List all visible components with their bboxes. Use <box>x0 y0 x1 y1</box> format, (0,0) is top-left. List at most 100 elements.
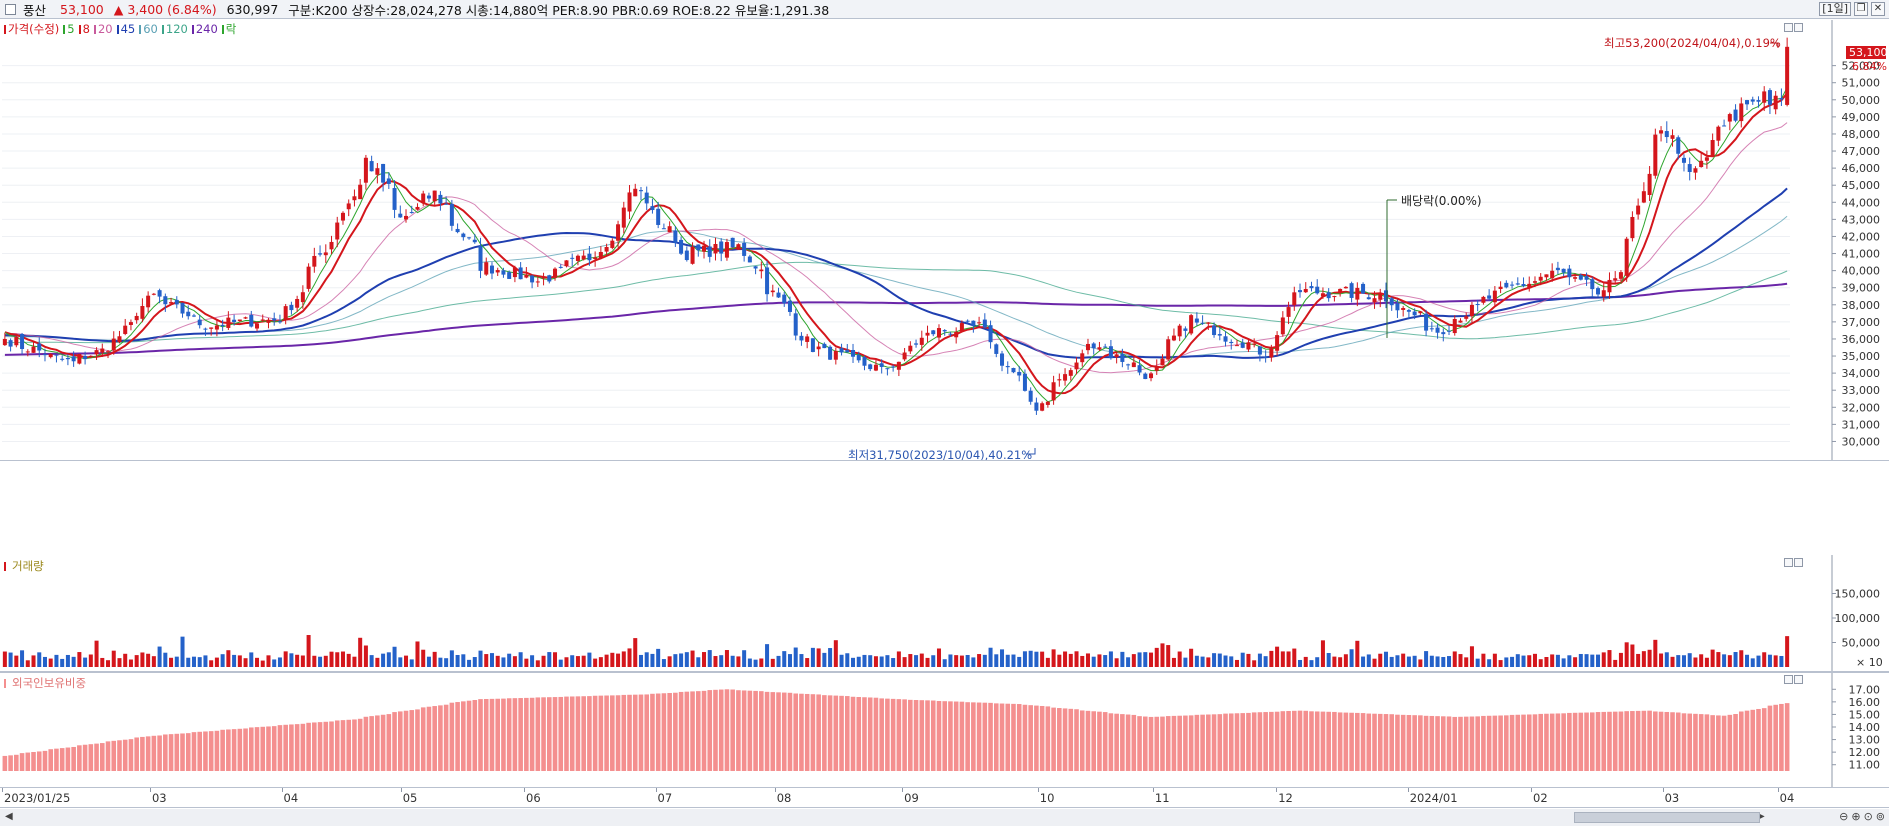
foreign-ratio-bar <box>1171 715 1177 771</box>
pane-maximize-icon[interactable] <box>1784 23 1793 32</box>
legend-item[interactable]: 45 <box>116 22 135 36</box>
volume-bar <box>936 648 941 667</box>
candle-body <box>1452 318 1457 334</box>
candle-body <box>1676 137 1681 154</box>
foreign-ratio-bar <box>999 703 1005 771</box>
candle-body <box>1762 91 1767 103</box>
candle-body <box>283 306 288 321</box>
legend-item[interactable]: 120 <box>161 22 188 36</box>
scroll-left-icon[interactable]: ◀ <box>5 811 13 822</box>
candle-body <box>936 328 941 338</box>
volume-bar <box>398 657 403 667</box>
candle-body <box>289 304 294 311</box>
candle-body <box>868 364 873 370</box>
volume-bar <box>1664 652 1669 667</box>
foreign-ratio-bar <box>254 727 260 771</box>
foreign-ratio-bar <box>862 697 867 771</box>
legend-item[interactable]: 락 <box>221 21 236 37</box>
legend-item[interactable]: 5 <box>63 22 75 36</box>
y-tick-label: 13.00 <box>1849 734 1881 747</box>
candle-body <box>392 188 397 210</box>
candle-body <box>243 317 248 319</box>
volume-bar <box>381 653 386 667</box>
volume-bar <box>226 650 231 667</box>
price-pane[interactable]: 배당락(0.00%) 최고53,200(2024/04/04),0.19% 최저… <box>0 20 1889 461</box>
volume-bar <box>20 650 25 667</box>
scroll-thumb[interactable] <box>1574 812 1760 823</box>
candle-body <box>616 224 621 241</box>
scroll-right-icon[interactable]: ▶ <box>1757 811 1765 822</box>
foreign-ratio-bar <box>1246 712 1251 771</box>
foreign-ratio-bar <box>1395 714 1400 771</box>
pane-close-icon[interactable] <box>1794 675 1803 684</box>
volume-bar <box>604 654 609 667</box>
volume-bar <box>169 657 174 667</box>
stock-name[interactable]: 풍산 <box>23 2 47 18</box>
volume-bar <box>1624 642 1629 667</box>
candle-body <box>696 244 701 251</box>
period-button[interactable]: [1일] <box>1819 2 1851 16</box>
foreign-ratio-bar <box>930 700 936 771</box>
select-checkbox[interactable] <box>5 3 16 15</box>
foreign-ratio-bar <box>1309 711 1314 771</box>
foreign-ratio-bar <box>650 693 655 771</box>
zoom-reset-icon[interactable]: ⊙ <box>1863 810 1873 823</box>
restore-icon[interactable]: ❐ <box>1854 2 1868 16</box>
foreign-ratio-bar <box>185 733 191 771</box>
volume-bar <box>65 654 70 667</box>
candle-body <box>266 319 271 323</box>
candle-body <box>146 295 151 308</box>
volume-bar <box>2 651 7 667</box>
volume-bar <box>260 660 265 667</box>
pane-close-icon[interactable] <box>1794 558 1803 567</box>
volume-bar <box>1469 646 1474 667</box>
candle-body <box>805 336 810 342</box>
chart-scrollbar[interactable]: ◀ ▶ ⊖ ⊕ ⊙ ⊚ <box>0 809 1889 826</box>
pane-close-icon[interactable] <box>1794 23 1803 32</box>
zoom-fit-icon[interactable]: ⊚ <box>1875 810 1885 823</box>
foreign-ratio-bar <box>799 693 804 771</box>
legend-marker <box>139 25 142 34</box>
candle-body <box>1034 402 1039 411</box>
close-icon[interactable]: ✕ <box>1871 2 1885 16</box>
foreign-ratio-bar <box>1681 713 1687 771</box>
y-tick-label: 15.00 <box>1849 708 1881 721</box>
foreign-ratio-bar <box>873 697 879 771</box>
foreign-ratio-bar <box>1670 712 1675 771</box>
foreign-ratio-bar <box>77 745 82 771</box>
candle-body <box>83 356 88 360</box>
candle-body <box>719 241 724 254</box>
candle-body <box>386 178 391 184</box>
foreign-ratio-bar <box>1154 716 1160 771</box>
legend-item[interactable]: 240 <box>191 22 218 36</box>
volume-bar <box>1532 653 1537 667</box>
volume-bar <box>455 654 460 667</box>
volume-bar <box>272 659 277 667</box>
foreign-ratio-pane[interactable]: 17.00 16.00 15.00 14.00 13.00 12.00 11.00 외국인보… <box>0 673 1889 788</box>
volume-wrapper[interactable] <box>0 555 1889 673</box>
foreign-ratio-bar <box>277 725 283 771</box>
volume-chart-container[interactable]: 150,000 100,000 50,000 × 10 거래량 <box>0 555 1889 672</box>
candle-body <box>1544 274 1549 278</box>
zoom-out-icon[interactable]: ⊖ <box>1839 810 1849 823</box>
zoom-in-icon[interactable]: ⊕ <box>1851 810 1861 823</box>
candle-body <box>1767 90 1772 105</box>
legend-item[interactable]: 20 <box>93 22 113 36</box>
volume-bar <box>191 656 196 667</box>
pane-maximize-icon[interactable] <box>1784 558 1793 567</box>
candle-body <box>598 251 603 259</box>
candle-body <box>1630 216 1635 239</box>
candle-body <box>134 315 139 321</box>
foreign-legend-marker <box>4 678 6 688</box>
candle-body <box>965 320 970 322</box>
candle-body <box>1618 272 1623 279</box>
candle-body <box>1063 374 1068 381</box>
legend-item[interactable]: 가격(수정) <box>4 21 59 37</box>
candle-body <box>1131 362 1136 368</box>
volume-bar <box>1017 656 1022 667</box>
pane-maximize-icon[interactable] <box>1784 675 1793 684</box>
legend-item[interactable]: 8 <box>78 22 90 36</box>
volume-bar <box>1412 655 1417 667</box>
legend-item[interactable]: 60 <box>139 22 158 36</box>
foreign-ratio-bar <box>1228 713 1234 771</box>
